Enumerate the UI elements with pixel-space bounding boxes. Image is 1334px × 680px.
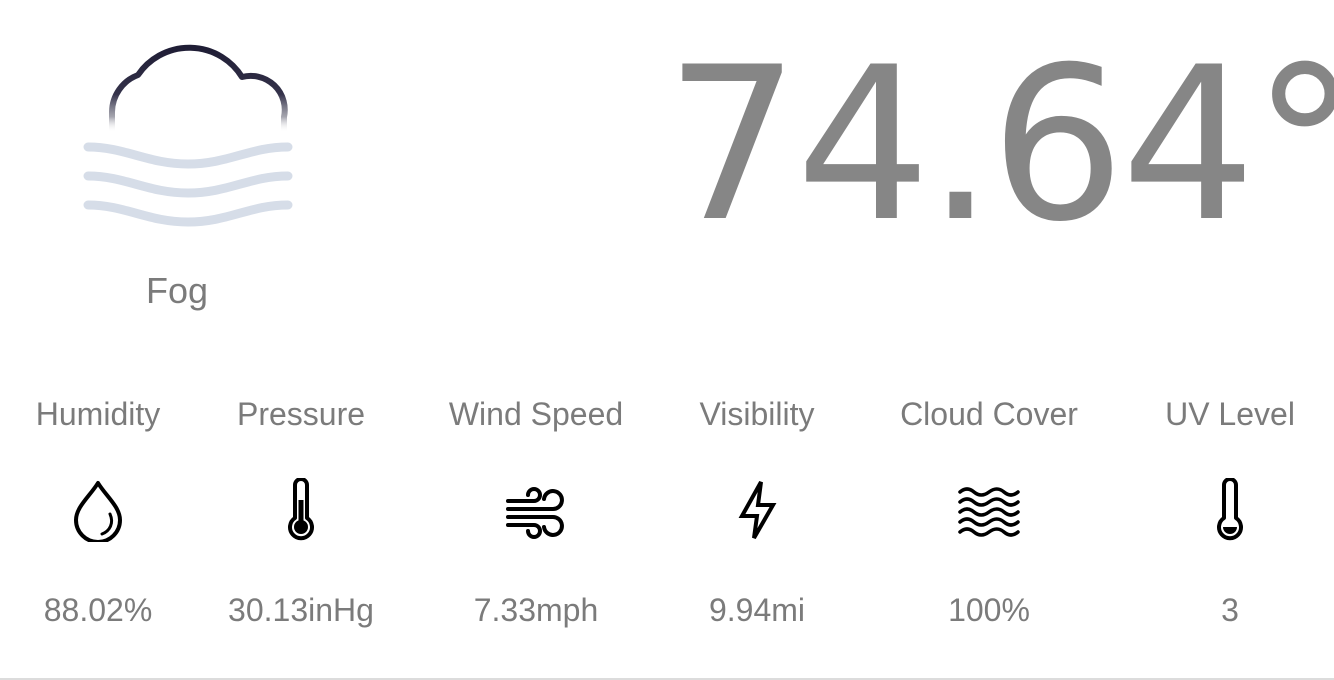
wind-speed-label: Wind Speed (448, 396, 624, 432)
pressure-value: 30.13inHg (228, 592, 374, 628)
pressure-label: Pressure (236, 396, 366, 432)
thermometer-icon (1217, 478, 1243, 541)
temperature-readout: 74.64° (665, 21, 1334, 268)
visibility-value: 9.94mi (708, 592, 806, 628)
uv-level-label: UV Level (1165, 396, 1295, 432)
humidity-value: 88.02% (43, 592, 153, 628)
wind-speed-value: 7.33mph (473, 592, 599, 628)
uv-level-value: 3 (1221, 592, 1239, 628)
cloud-cover-label: Cloud Cover (900, 396, 1078, 432)
divider (0, 678, 1334, 680)
condition-label: Fog (145, 270, 209, 311)
lightning-icon (738, 481, 777, 539)
humidity-label: Humidity (35, 396, 161, 432)
waves-icon (958, 487, 1020, 537)
visibility-label: Visibility (699, 396, 815, 432)
thermometer-icon (288, 478, 314, 541)
cloud-cover-value: 100% (948, 592, 1030, 628)
wind-icon (506, 487, 564, 539)
droplet-icon (74, 481, 122, 542)
fog-icon (83, 44, 293, 227)
